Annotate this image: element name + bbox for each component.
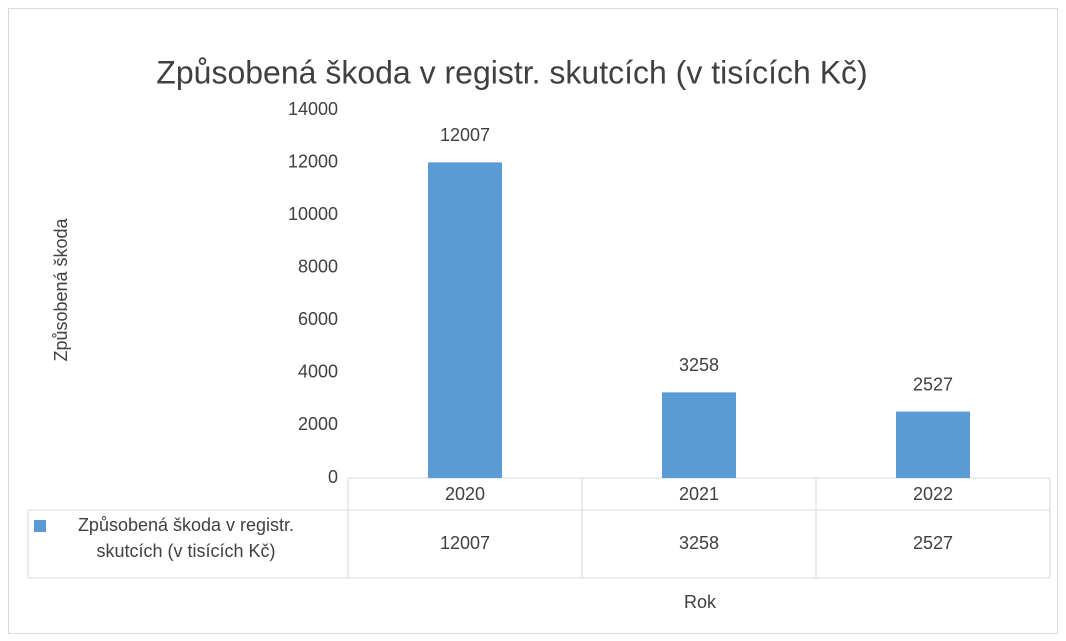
table-value: 3258: [679, 533, 719, 553]
y-tick-label: 4000: [298, 362, 338, 382]
y-tick-label: 2000: [298, 414, 338, 434]
data-label: 3258: [679, 355, 719, 375]
table-value: 2527: [913, 533, 953, 553]
bar: [662, 392, 736, 478]
table-value: 12007: [440, 533, 490, 553]
data-label: 2527: [913, 374, 953, 394]
x-axis-label: Rok: [684, 592, 717, 612]
y-tick-label: 14000: [288, 99, 338, 119]
y-tick-label: 8000: [298, 256, 338, 276]
bar: [896, 411, 970, 478]
y-tick-label: 6000: [298, 309, 338, 329]
chart-title: Způsobená škoda v registr. skutcích (v t…: [156, 54, 867, 90]
data-label: 12007: [440, 125, 490, 145]
y-axis-label: Způsobená škoda: [51, 217, 71, 361]
legend-fo: Způsobená škoda v registr. skutcích (v t…: [77, 515, 295, 561]
bar: [428, 162, 502, 478]
legend-key: [34, 520, 46, 532]
x-tick-label: 2020: [445, 484, 485, 504]
x-tick-label: 2021: [679, 484, 719, 504]
y-tick-label: 10000: [288, 204, 338, 224]
chart-border: [8, 8, 1058, 634]
legend-label: Způsobená škoda v registr. skutcích (v t…: [77, 515, 295, 561]
x-tick-label: 2022: [913, 484, 953, 504]
y-tick-label: 0: [328, 467, 338, 487]
y-tick-label: 12000: [288, 151, 338, 171]
